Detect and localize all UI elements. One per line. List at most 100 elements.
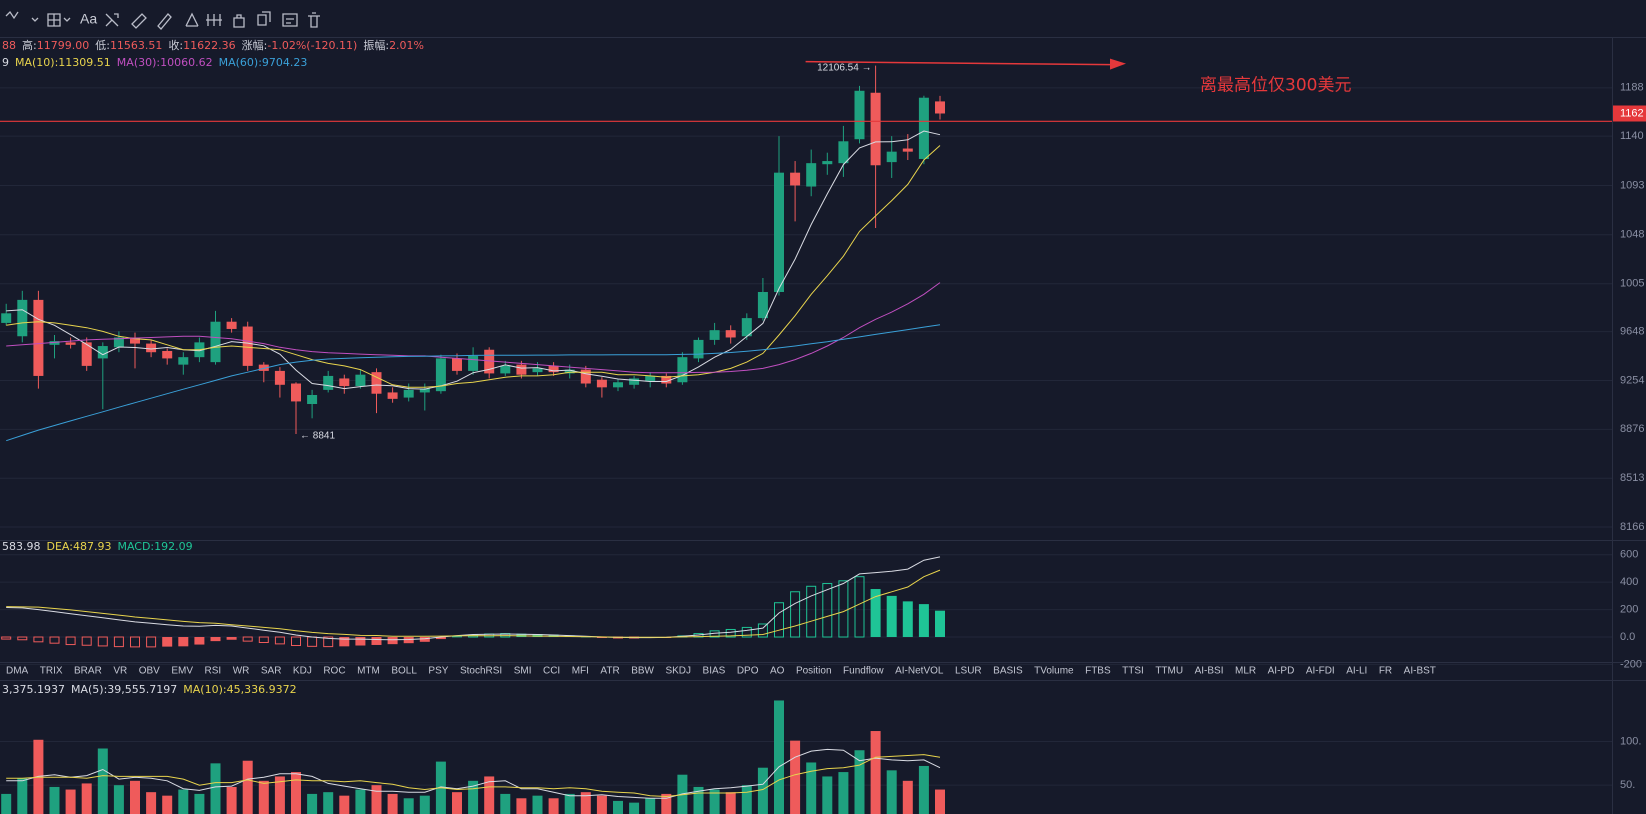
legend-entry: MA(10):11309.51 — [15, 56, 111, 69]
indicator-tab[interactable]: OBV — [139, 666, 160, 677]
indicator-tab[interactable]: AI-FDI — [1306, 666, 1335, 677]
indicator-tab[interactable]: TTSI — [1122, 666, 1144, 677]
annotation-arrow — [805, 60, 1111, 66]
volume-bar — [323, 792, 334, 814]
candle-body — [677, 357, 688, 383]
candle-body — [645, 375, 656, 381]
candle-body — [291, 383, 301, 402]
icon-crosshair[interactable] — [47, 13, 61, 27]
macd-bar — [49, 636, 60, 644]
indicator-tab[interactable]: SKDJ — [665, 666, 691, 677]
legend: 583.98 DEA:487.93 MACD:192.09 — [2, 540, 199, 554]
indicator-tab[interactable]: TTMU — [1155, 666, 1183, 677]
macd-bar — [532, 633, 543, 638]
indicator-tab[interactable]: SMI — [514, 666, 532, 677]
icon-ruler[interactable] — [185, 12, 199, 27]
indicator-tab[interactable]: Position — [796, 666, 832, 677]
candle-body — [435, 358, 446, 392]
indicator-tab[interactable]: AI-BSI — [1195, 666, 1224, 677]
indicator-tab[interactable]: MTM — [357, 666, 380, 677]
indicator-tab[interactable]: ROC — [323, 666, 345, 677]
volume-bar — [709, 789, 720, 814]
volume-bar — [1, 793, 12, 814]
indicator-tab[interactable]: WR — [233, 666, 250, 677]
indicator-tab[interactable]: LSUR — [955, 666, 982, 677]
legend-entry: 583.98 — [2, 540, 41, 553]
indicator-tab[interactable]: AI-BST — [1404, 666, 1436, 677]
ohlc-header: 88 高:11799.00 低:11563.51 收:11622.36 涨幅:-1.02… — [2, 39, 430, 53]
icon-measure[interactable] — [105, 13, 119, 27]
indicator-line — [6, 748, 941, 799]
volume-bar — [162, 795, 173, 814]
y-tick-label: 600 — [1620, 549, 1638, 561]
volume-bar — [757, 767, 768, 814]
icon-lock[interactable] — [233, 14, 245, 28]
indicator-line — [6, 324, 941, 442]
indicator-tab[interactable]: AO — [770, 666, 785, 677]
indicator-tab[interactable]: KDJ — [293, 666, 312, 677]
candle-body — [81, 342, 92, 366]
indicator-tab[interactable]: TRIX — [40, 666, 63, 677]
volume-bar — [419, 795, 430, 814]
indicator-tab[interactable]: Fundflow — [843, 666, 884, 677]
indicator-tab[interactable]: CCI — [543, 666, 560, 677]
high-label: 12106.54 → — [817, 62, 872, 73]
indicator-tab[interactable]: RSI — [205, 666, 222, 677]
macd-bar — [194, 637, 205, 645]
icon-delete[interactable] — [308, 12, 320, 28]
indicator-tab[interactable]: AI-PD — [1268, 666, 1295, 677]
indicator-tab[interactable]: PSY — [428, 666, 448, 677]
legend: 3,375.1937 MA(5):39,555.7197 MA(10):45,336… — [2, 683, 303, 697]
y-tick-label: 1048 — [1620, 229, 1644, 241]
icon-chart-type[interactable] — [5, 10, 19, 20]
volume-bar — [452, 792, 462, 814]
indicator-tab[interactable]: BRAR — [74, 666, 102, 677]
volume-bar — [194, 793, 205, 814]
icon-dropdown[interactable] — [63, 17, 71, 22]
icon-dropdown[interactable] — [31, 17, 39, 22]
volume-bar — [693, 786, 704, 814]
volume-bar — [307, 793, 318, 814]
indicator-tab[interactable]: TVolume — [1034, 666, 1074, 677]
indicator-tab[interactable]: MFI — [572, 666, 589, 677]
icon-copy[interactable] — [257, 11, 271, 26]
volume-bar — [500, 793, 511, 814]
candle-body — [339, 378, 350, 387]
indicator-tab[interactable]: AI-LI — [1346, 666, 1367, 677]
icon-eraser[interactable] — [131, 13, 147, 29]
indicator-tab[interactable]: BASIS — [993, 666, 1023, 677]
indicator-tab[interactable]: BBW — [631, 666, 654, 677]
ohlc-text: 涨幅: — [241, 39, 268, 52]
indicator-tab[interactable]: BOLL — [391, 666, 417, 677]
indicator-tab[interactable]: StochRSI — [460, 666, 502, 677]
indicator-tab[interactable]: ATR — [600, 666, 619, 677]
last-price-label: 1162 — [1620, 107, 1644, 119]
indicator-tab[interactable]: AI-NetVOL — [895, 666, 944, 677]
volume-bar — [355, 789, 366, 814]
indicator-tab[interactable]: DMA — [6, 666, 29, 677]
indicator-tab[interactable]: DPO — [737, 666, 759, 677]
indicator-tab[interactable]: VR — [113, 666, 127, 677]
legend-entry: 9 — [2, 56, 9, 69]
indicator-tab[interactable]: BIAS — [703, 666, 726, 677]
candle-body — [274, 370, 285, 385]
candle-body — [258, 364, 269, 371]
macd-bar — [886, 595, 897, 638]
icon-pen[interactable] — [157, 13, 172, 30]
volume-bar — [870, 731, 881, 814]
indicator-tab[interactable]: EMV — [171, 666, 193, 677]
icon-template[interactable] — [282, 13, 298, 27]
indicator-tab[interactable]: SAR — [261, 666, 282, 677]
candle-body — [419, 388, 430, 393]
icon-magnet[interactable] — [206, 14, 222, 26]
font-button[interactable]: Aa — [80, 11, 97, 27]
legend: 9 MA(10):11309.51 MA(30):10060.62 MA(60):97… — [2, 56, 313, 70]
indicator-line — [6, 282, 941, 374]
macd-bar — [323, 636, 334, 648]
volume-bar — [806, 762, 817, 814]
indicator-tab[interactable]: MLR — [1235, 666, 1256, 677]
candle-body — [918, 97, 929, 159]
indicator-tab[interactable]: FTBS — [1085, 666, 1111, 677]
indicator-tab[interactable]: FR — [1379, 666, 1392, 677]
